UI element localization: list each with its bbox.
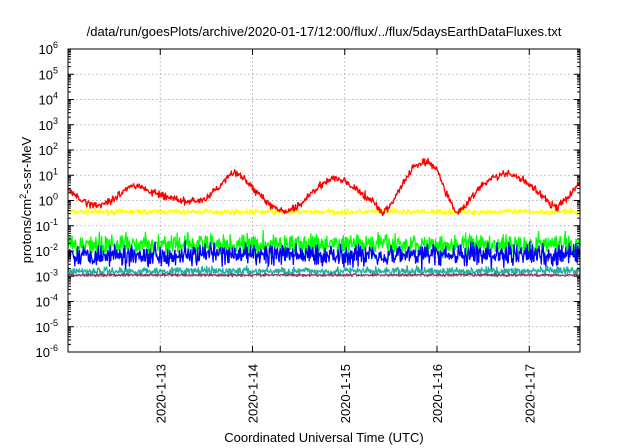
y-tick-label: 10-3 [36, 267, 58, 284]
y-tick-labels: 10-6 10-5 10-4 10-3 10-2 10-1 100 101 102 103 104 1… [36, 40, 58, 360]
grid [68, 49, 580, 352]
x-tick-label: 2020-1-13 [153, 364, 168, 423]
y-tick-label: 10-5 [36, 318, 58, 335]
x-tick-label: 2020-1-15 [338, 364, 353, 423]
y-tick-label: 102 [39, 141, 58, 158]
series-line [67, 272, 581, 278]
y-tick-label: 10-4 [36, 293, 58, 310]
y-tick-label: 104 [39, 91, 58, 108]
x-tick-labels: 2020-1-13 2020-1-14 2020-1-15 2020-1-16 2020… [153, 364, 537, 423]
chart-title: /data/run/goesPlots/archive/2020-01-17/1… [87, 24, 562, 39]
x-tick-label: 2020-1-17 [522, 364, 537, 423]
y-tick-label: 100 [39, 192, 58, 209]
y-tick-label: 10-2 [36, 242, 58, 259]
y-tick-label: 101 [39, 166, 58, 183]
y-tick-label: 10-6 [36, 343, 58, 360]
series-group [67, 157, 581, 278]
y-tick-label: 10-1 [36, 217, 58, 234]
y-tick-label: 103 [39, 116, 58, 133]
y-tick-label: 105 [39, 65, 58, 82]
y-tick-label: 106 [39, 40, 58, 57]
series-line [67, 240, 581, 271]
x-tick-label: 2020-1-14 [246, 364, 261, 423]
series-line [67, 265, 581, 278]
y-axis-label: protons/cm2-s-sr-MeV [18, 136, 34, 263]
series-line [67, 157, 581, 217]
series-line [67, 207, 581, 217]
x-tick-label: 2020-1-16 [430, 364, 445, 423]
x-axis-label: Coordinated Universal Time (UTC) [224, 430, 423, 445]
ticks [68, 48, 580, 353]
